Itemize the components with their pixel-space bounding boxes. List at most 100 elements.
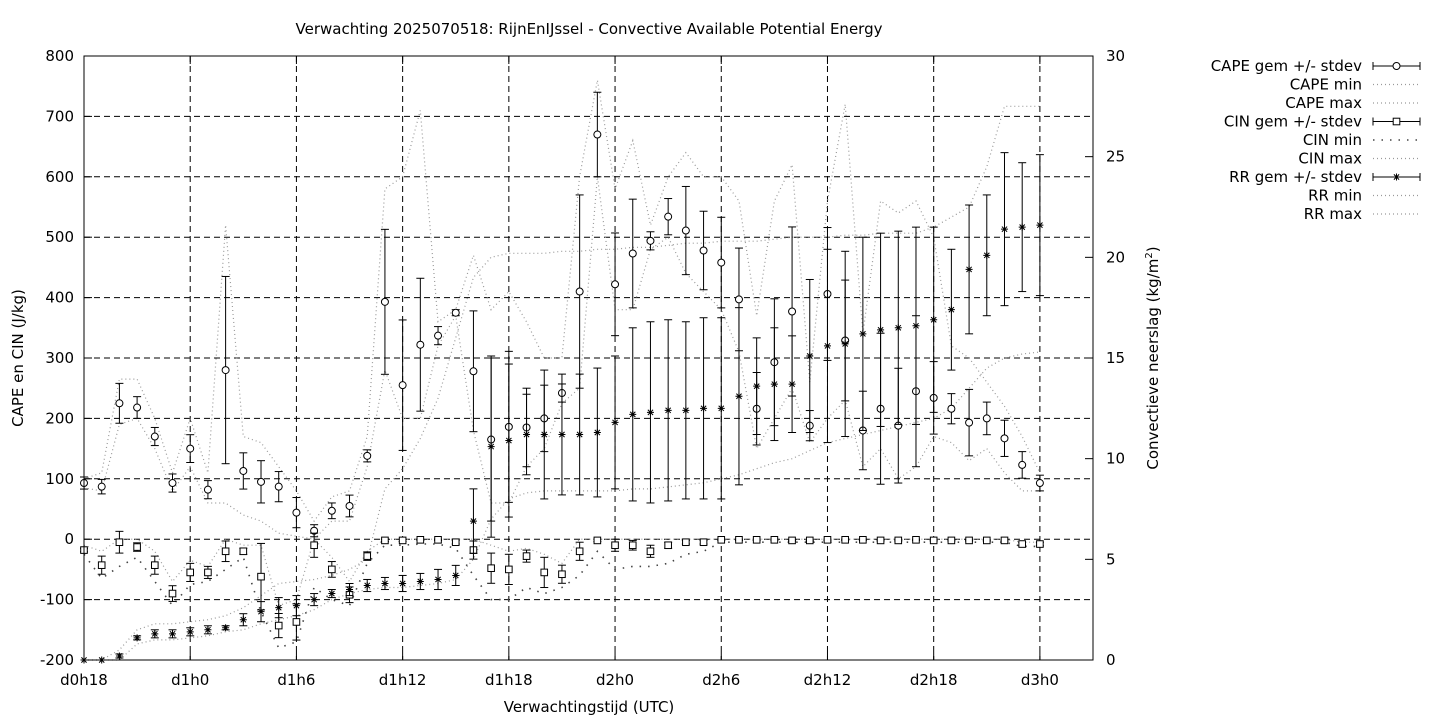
rr-point <box>1018 223 1026 231</box>
cin-point <box>876 536 885 545</box>
cin-point <box>770 536 779 544</box>
rr-point <box>346 586 354 594</box>
cape-point <box>681 226 690 235</box>
cape-point <box>788 307 797 316</box>
cin-point <box>788 536 796 545</box>
rr-point <box>788 380 796 388</box>
rr-point <box>576 431 584 439</box>
rr-point <box>452 571 460 579</box>
rr-point <box>310 596 318 604</box>
cin-point <box>664 541 672 550</box>
legend-label: CAPE max <box>1285 94 1362 112</box>
rr-point <box>700 404 708 412</box>
cape-point <box>451 308 460 317</box>
y2-tick-label: 20 <box>1106 248 1125 266</box>
y-axis-label: CAPE en CIN (J/kg) <box>9 289 27 427</box>
cin-point <box>593 536 602 545</box>
legend-label: CAPE min <box>1290 76 1362 94</box>
legend-marker <box>1392 62 1401 70</box>
chart-title: Verwachting 2025070518: RijnEnIJssel - C… <box>296 20 883 38</box>
rr-point <box>540 431 548 439</box>
y-tick-label: 200 <box>45 409 74 427</box>
y2-tick-label: 30 <box>1106 47 1125 65</box>
cin-point <box>699 538 708 547</box>
cin-point <box>522 552 531 560</box>
x-tick-label: d2h18 <box>910 671 958 689</box>
rr-point <box>894 324 902 332</box>
cape-point <box>239 466 248 475</box>
rr-point <box>823 342 831 350</box>
rr-point <box>115 652 123 660</box>
cape-point <box>150 432 159 441</box>
rr-point <box>381 579 389 587</box>
series-layer <box>80 80 1044 664</box>
cin-point <box>646 547 655 556</box>
cin-min-line <box>83 541 1040 649</box>
cape-point <box>416 340 425 349</box>
rr-point <box>664 406 672 414</box>
rr-point <box>1036 221 1044 229</box>
legend-label: CIN gem +/- stdev <box>1224 113 1362 131</box>
cin-point <box>274 621 283 630</box>
x-tick-label: d3h0 <box>1021 671 1059 689</box>
cape-point <box>965 418 974 427</box>
cin-point <box>735 536 743 544</box>
rr-point <box>469 517 477 525</box>
rr-point <box>416 577 424 585</box>
cin-point <box>894 536 903 545</box>
cin-point <box>717 536 726 544</box>
cape-point <box>717 258 726 267</box>
y-tick-label: 500 <box>45 228 74 246</box>
rr-point <box>629 410 637 418</box>
cape-point <box>1000 434 1009 443</box>
cape-point <box>363 451 372 460</box>
rr-point <box>222 624 230 632</box>
cape-point <box>734 295 743 304</box>
rr-point <box>770 380 778 388</box>
x-tick-label: d2h0 <box>596 671 634 689</box>
legend-marker <box>1392 117 1401 126</box>
rr-point <box>186 628 194 636</box>
axes: -200 -100 0 100 200 300 400 500 600 700 800 0 5 10 15 2… <box>40 47 1125 689</box>
cape-point <box>115 399 124 408</box>
y2-axis-label-main: Convectieve neerslag (kg/m <box>1144 259 1162 470</box>
rr-point <box>487 443 495 451</box>
rr-point <box>275 604 283 612</box>
y-tick-label: 600 <box>45 168 74 186</box>
cape-point <box>133 403 142 412</box>
y2-tick-label: 0 <box>1106 651 1116 669</box>
y2-axis-label-close: ) <box>1144 246 1162 252</box>
rr-point <box>877 326 885 334</box>
rr-point <box>611 418 619 426</box>
cin-point <box>823 536 832 544</box>
cin-point <box>1000 536 1009 545</box>
x-tick-label: d0h18 <box>60 671 108 689</box>
cin-point <box>416 536 425 544</box>
cin-point <box>558 570 566 579</box>
cin-point <box>540 568 549 577</box>
cin-point <box>912 536 920 544</box>
y2-axis-label: Convectieve neerslag (kg/m2) <box>1144 246 1162 469</box>
rr-point <box>363 582 371 590</box>
y2-tick-label: 10 <box>1106 450 1125 468</box>
rr-point <box>841 340 849 348</box>
cin-point <box>859 536 867 544</box>
rr-point <box>735 392 743 400</box>
cin-point <box>982 536 991 545</box>
y2-tick-label: 5 <box>1106 550 1116 568</box>
cape-point <box>611 280 620 289</box>
cin-point <box>239 547 248 556</box>
grid <box>83 56 1093 660</box>
cape-point <box>947 404 956 413</box>
rr-point <box>204 626 212 634</box>
cin-point <box>151 561 159 569</box>
x-tick-label: d1h12 <box>379 671 427 689</box>
cin-max-line <box>83 538 1040 607</box>
cin-point <box>168 589 177 598</box>
cin-point <box>929 536 938 545</box>
cin-point <box>841 536 849 544</box>
cape-point <box>699 246 708 255</box>
rr-point <box>983 251 991 259</box>
cin-point <box>805 536 814 545</box>
